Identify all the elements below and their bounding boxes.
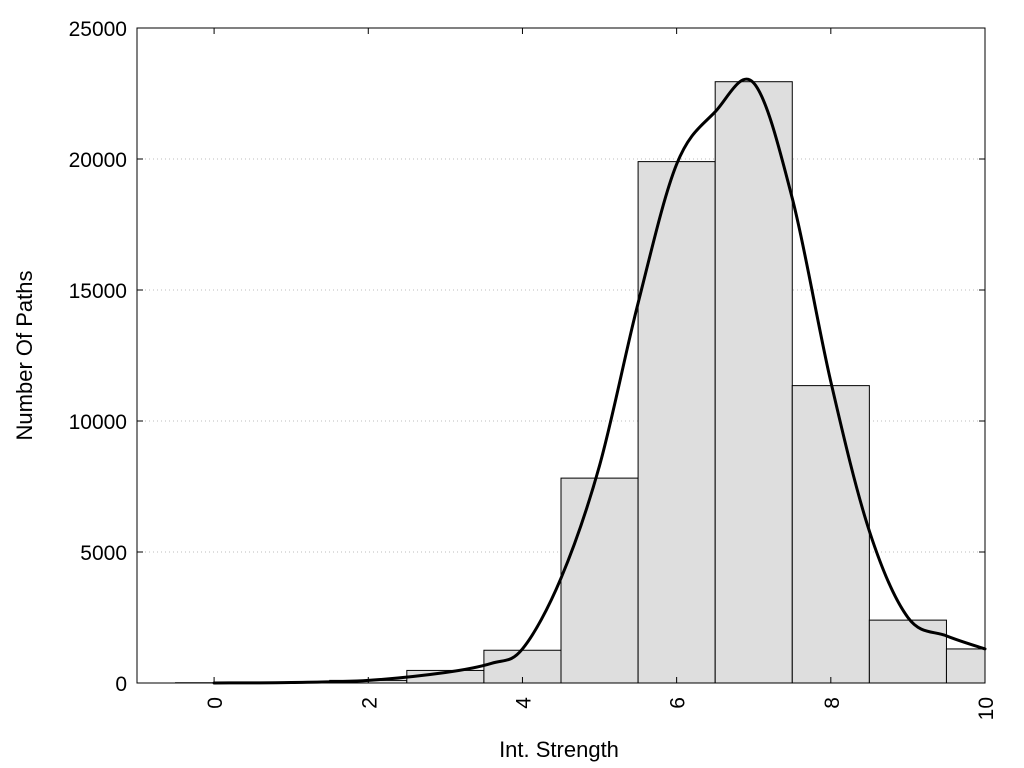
x-axis-title: Int. Strength	[499, 737, 619, 762]
ticks-layer: 0 5000 10000 15000 20000 25000 0 2 4 6 8 10	[69, 18, 998, 720]
y-tick-label-1: 5000	[80, 542, 127, 565]
y-tick-label-2: 10000	[69, 411, 127, 434]
y-axis-title: Number Of Paths	[12, 271, 37, 441]
x-tick-label-5: 10	[975, 697, 998, 720]
x-tick-label-3: 6	[667, 697, 690, 709]
plot-frame	[136, 27, 986, 684]
x-tick-label-1: 2	[358, 697, 381, 709]
histogram-bar-7	[714, 81, 793, 684]
histogram-bar-6	[637, 161, 716, 684]
histogram-bar-5	[560, 477, 639, 684]
bars-layer	[175, 81, 986, 684]
density-curve	[212, 77, 987, 685]
x-tick-label-2: 4	[512, 697, 535, 709]
histogram-bar-9	[868, 619, 947, 684]
x-tick-label-0: 0	[204, 697, 227, 709]
histogram-bar-10	[945, 648, 986, 684]
y-tick-label-4: 20000	[69, 149, 127, 172]
y-tick-label-3: 15000	[69, 280, 127, 303]
y-tick-label-0: 0	[115, 673, 127, 696]
x-tick-label-4: 8	[821, 697, 844, 709]
histogram-bar-8	[791, 385, 870, 684]
y-tick-label-5: 25000	[69, 18, 127, 41]
curve-layer	[212, 77, 987, 685]
